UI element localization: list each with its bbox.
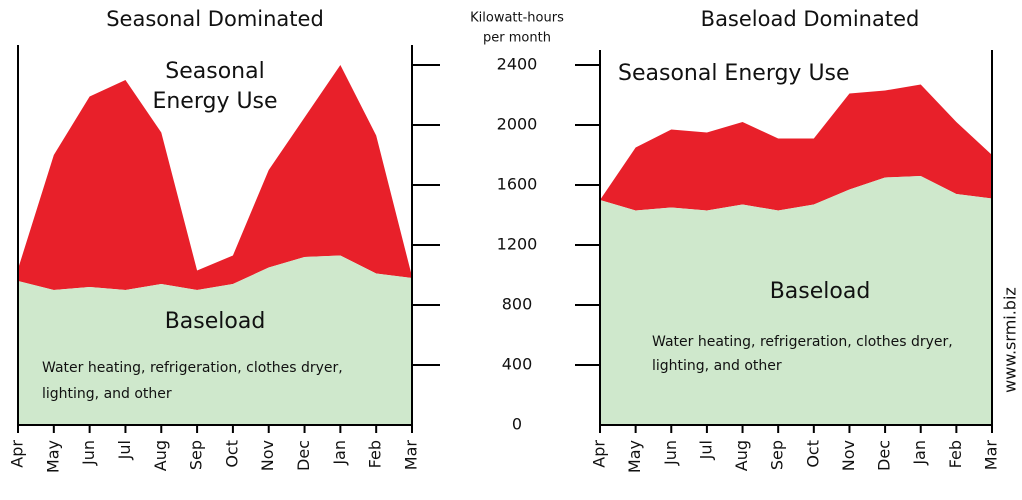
x-tick-label: Oct xyxy=(222,440,241,468)
x-tick-label: Sep xyxy=(187,440,206,470)
x-tick-label: Sep xyxy=(768,440,787,470)
y-tick-label: 2000 xyxy=(497,115,538,134)
x-tick-label: May xyxy=(43,440,62,473)
seasonal-area xyxy=(18,65,412,290)
x-tick-label: Jan xyxy=(330,440,349,466)
y-tick-label: 1200 xyxy=(497,235,538,254)
x-tick-label: Jul xyxy=(115,440,134,460)
y-tick-label: 800 xyxy=(502,295,533,314)
panel-title: Baseload Dominated xyxy=(701,7,920,31)
y-axis-label: per month xyxy=(483,31,551,46)
annotation: Seasonal xyxy=(165,59,264,84)
x-tick-label: Mar xyxy=(982,440,1001,471)
annotation: Baseload xyxy=(770,279,871,304)
panel-title: Seasonal Dominated xyxy=(106,7,324,31)
annotation: Baseload xyxy=(165,309,266,334)
annotation: lighting, and other xyxy=(42,386,172,402)
x-tick-label: May xyxy=(625,440,644,473)
x-tick-label: Jan xyxy=(910,440,929,466)
baseload-area xyxy=(18,255,412,425)
y-tick-label: 0 xyxy=(512,415,522,434)
x-tick-label: Jul xyxy=(696,440,715,460)
y-axis-label: Kilowatt-hours xyxy=(470,11,564,26)
x-tick-label: Nov xyxy=(839,440,858,471)
x-tick-label: Jun xyxy=(661,440,680,466)
x-tick-label: Aug xyxy=(732,440,751,471)
x-tick-label: Mar xyxy=(402,440,421,471)
y-tick-label: 2400 xyxy=(497,55,538,74)
watermark: www.srmi.biz xyxy=(1001,287,1020,393)
x-tick-label: Jun xyxy=(79,440,98,466)
annotation: Water heating, refrigeration, clothes dr… xyxy=(652,334,953,350)
x-tick-label: Dec xyxy=(294,440,313,471)
x-tick-label: Oct xyxy=(803,440,822,468)
x-tick-label: Nov xyxy=(258,440,277,471)
baseload-area xyxy=(600,176,992,425)
y-tick-label: 400 xyxy=(502,355,533,374)
x-tick-label: Feb xyxy=(366,440,385,468)
annotation: Water heating, refrigeration, clothes dr… xyxy=(42,360,343,376)
x-tick-label: Feb xyxy=(946,440,965,468)
x-tick-label: Apr xyxy=(8,440,27,468)
annotation: lighting, and other xyxy=(652,358,782,374)
y-tick-label: 1600 xyxy=(497,175,538,194)
x-tick-label: Aug xyxy=(151,440,170,471)
seasonal-area xyxy=(600,84,992,211)
annotation: Seasonal Energy Use xyxy=(618,61,850,86)
annotation: Energy Use xyxy=(152,89,277,114)
x-tick-label: Apr xyxy=(590,440,609,468)
x-tick-label: Dec xyxy=(875,440,894,471)
